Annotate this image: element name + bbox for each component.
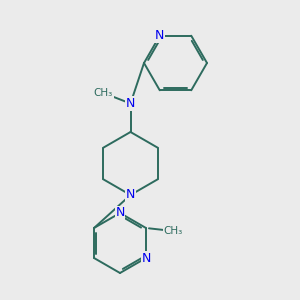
Text: N: N xyxy=(126,97,135,110)
Text: N: N xyxy=(126,188,135,202)
Text: CH₃: CH₃ xyxy=(94,88,113,98)
Text: N: N xyxy=(155,29,164,42)
Text: N: N xyxy=(141,251,151,265)
Text: N: N xyxy=(115,206,125,220)
Text: CH₃: CH₃ xyxy=(164,226,183,236)
